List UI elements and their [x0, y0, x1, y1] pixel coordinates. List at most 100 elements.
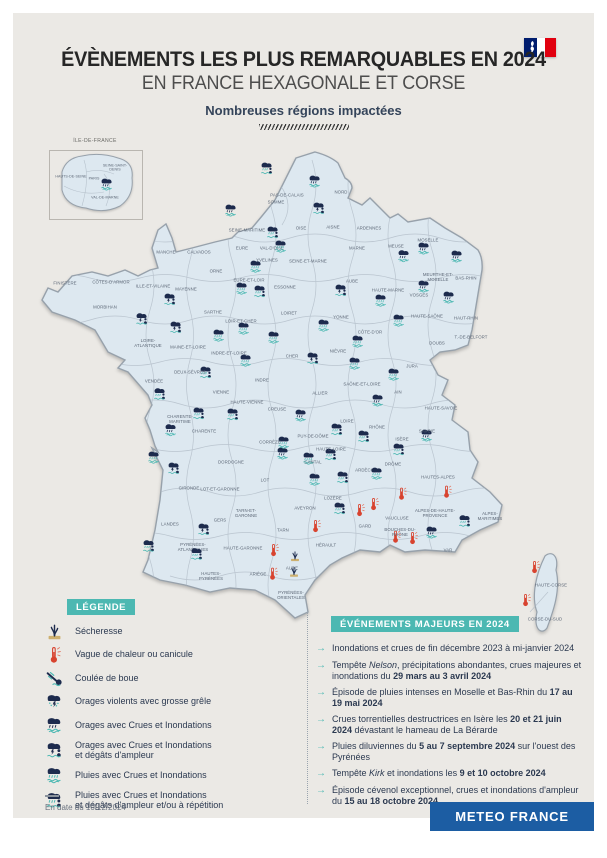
department-label: LOIRE [340, 419, 354, 424]
department-label: AVEYRON [294, 506, 316, 511]
department-label: GERS [213, 518, 227, 523]
boue-icon [42, 669, 66, 687]
department-label: LANDES [161, 522, 179, 527]
event-marker [370, 466, 385, 485]
department-marne: MARNE [343, 246, 371, 253]
department-label: FINISTÈRE [53, 281, 77, 286]
department-aisne: AISNE [319, 225, 347, 232]
legend-list: Sécheresse Vague de chaleur ou canicule Co… [42, 622, 292, 816]
chaleur-icon [442, 485, 452, 499]
pluie-crues-icon [42, 766, 66, 784]
department-gard: GARD [351, 524, 379, 531]
secheresse-icon [42, 622, 66, 640]
orage-crues-icon [294, 408, 309, 422]
secheresse-icon [45, 622, 64, 640]
event-marker [450, 249, 465, 268]
event-marker [167, 461, 182, 480]
department-label: GIRONDE [178, 486, 200, 491]
chaleur-icon [521, 593, 531, 607]
department-aveyron: AVEYRON [291, 506, 319, 513]
events-list: → Inondations et crues de fin décembre 20… [316, 643, 582, 812]
department-ari-ge: ARIÈGE [244, 572, 272, 579]
department-label: ALPES-MARITIMES [477, 512, 503, 522]
department-gironde: GIRONDE [175, 486, 203, 493]
event-marker [369, 497, 379, 516]
department-label: LOIR-ET-CHER [225, 319, 257, 324]
department-seine-et-marne: SEINE-ET-MARNE [294, 259, 327, 266]
event-marker [387, 367, 402, 386]
department-maine-et-loire: MAINE-ET-LOIRE [174, 345, 206, 352]
idf-inset-title: ÎLE-DE-FRANCE [73, 138, 117, 144]
hatch-divider [259, 124, 349, 130]
event-marker [267, 330, 282, 349]
event-marker [374, 293, 389, 312]
chaleur-icon [42, 646, 66, 664]
orage-crues-icon [397, 249, 412, 263]
department-vienne: VIENNE [207, 390, 235, 397]
department-orne: ORNE [202, 269, 230, 276]
legend-item-label: Pluies avec Crues et Inondations [75, 769, 207, 780]
event-marker [274, 239, 289, 258]
event-marker [288, 564, 300, 582]
event-marker [312, 201, 327, 220]
meteo-france-logo: METEO FRANCE [430, 802, 594, 831]
orage-degats-icon [45, 741, 64, 759]
department-haut-rhin: HAUT-RHIN [452, 316, 480, 323]
department-pas-de-calais: PAS-DE-CALAIS [273, 193, 304, 200]
boue-icon [45, 669, 64, 687]
arrow-icon: → [316, 740, 326, 752]
department-c-te-d-or: CÔTE-D'OR [356, 330, 384, 337]
chaleur-icon [397, 487, 407, 501]
department-indre: INDRE [248, 378, 276, 385]
event-item: → Épisode cévenol exceptionnel, crues et … [316, 785, 582, 807]
department-vend-e: VENDÉE [140, 379, 168, 386]
pluie-crues-icon [348, 356, 363, 370]
event-marker [308, 472, 323, 491]
department-calvados: CALVADOS [185, 250, 213, 257]
event-item-text: Tempête Nelson, précipitations abondante… [332, 660, 582, 681]
event-marker [260, 161, 275, 180]
department-indre-et-loire: INDRE-ET-LOIRE [211, 351, 247, 358]
department-seine-maritime: SEINE-MARITIME [233, 228, 265, 235]
department-t-de-belfort: T.-DE-BELFORT [454, 335, 487, 342]
department-yonne: YONNE [327, 315, 355, 322]
legend-item-label: Orages violents avec grosse grêle [75, 696, 212, 707]
department-label: PUY-DE-DÔME [297, 434, 329, 439]
department-label: SEINE-SAINT-DENIS [102, 163, 128, 172]
legend-item: Coulée de boue [42, 669, 292, 687]
department-creuse: CREUSE [263, 407, 291, 414]
event-marker [226, 407, 241, 426]
legend-date: En date du 10/12/2024 [45, 803, 126, 812]
department-cher: CHER [278, 354, 306, 361]
department-label: CORSE-DU-SUD [527, 617, 563, 622]
department-label: LOIRE-ATLANTIQUE [134, 339, 162, 349]
department-deux-s-vres: DEUX-SÈVRES [174, 370, 206, 377]
event-marker [392, 313, 407, 332]
pluie-crues-icon [308, 472, 323, 486]
department-loire-atlantique: LOIRE-ATLANTIQUE [134, 337, 162, 350]
department-label: CÔTE-D'OR [357, 330, 383, 335]
department-sa-ne-et-loire: SAÔNE-ET-LOIRE [343, 382, 381, 389]
event-item: → Tempête Kirk et inondations les 9 et 10… [316, 768, 582, 780]
department-label: NORD [334, 190, 348, 195]
event-marker [317, 318, 332, 337]
department-label: YVELINES [256, 258, 278, 263]
department-label: HÉRAULT [315, 543, 337, 548]
event-marker [355, 503, 365, 522]
department-mayenne: MAYENNE [172, 287, 200, 294]
department-jura: JURA [398, 364, 426, 371]
event-marker [269, 543, 279, 562]
arrow-icon: → [316, 660, 326, 671]
department-label: HAUTE-CORSE [534, 583, 568, 588]
chaleur-icon [408, 531, 418, 545]
event-marker [163, 292, 178, 311]
event-marker [100, 177, 115, 196]
department-savoie: SAVOIE [413, 429, 441, 436]
legend-item: Sécheresse [42, 622, 292, 640]
department-label: INDRE-ET-LOIRE [211, 351, 247, 356]
department-haute-loire: HAUTE-LOIRE [317, 447, 346, 454]
orage-degats-icon [167, 461, 182, 475]
department-label: VAL-DE-MARNE [91, 195, 119, 200]
department-label: HAUTE-MARNE [371, 288, 405, 293]
